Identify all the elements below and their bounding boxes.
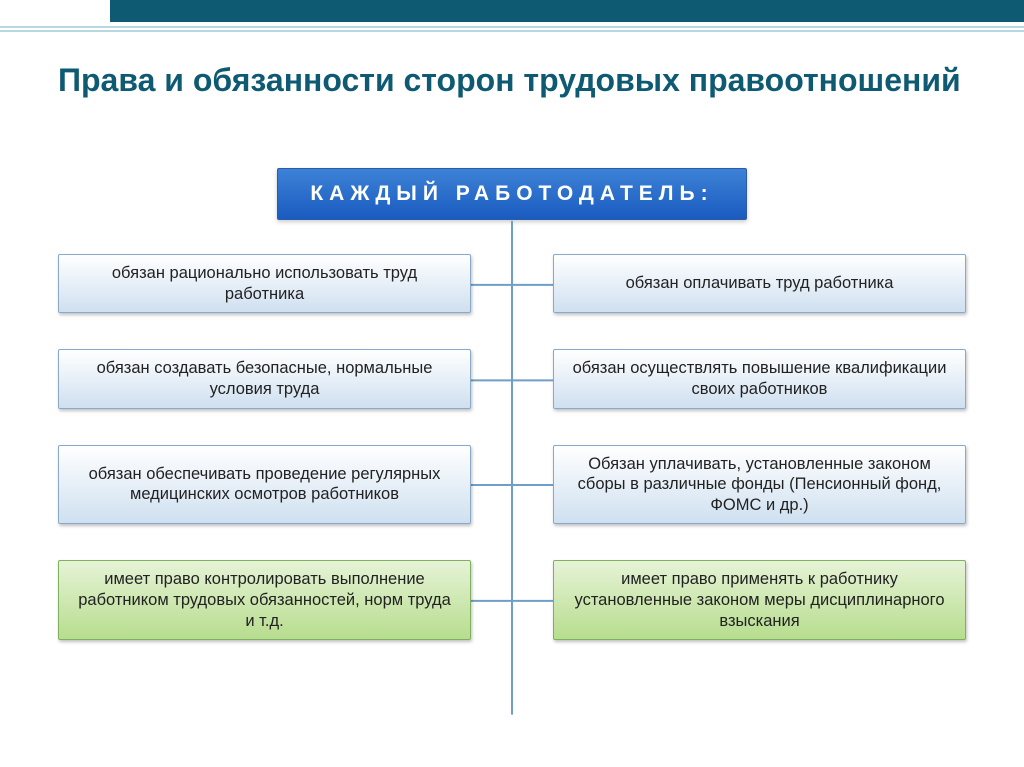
slide-title: Права и обязанности сторон трудовых прав… [58, 62, 966, 99]
diagram-header: КАЖДЫЙ РАБОТОДАТЕЛЬ: [277, 168, 747, 220]
stripe-fill [110, 0, 1024, 22]
employer-diagram: КАЖДЫЙ РАБОТОДАТЕЛЬ: обязан рационально … [58, 168, 966, 737]
diagram-row: обязан создавать безопасные, нормальные … [58, 349, 966, 408]
decorative-top-stripe [0, 0, 1024, 22]
right-discipline: имеет право применять к работнику устано… [553, 560, 966, 640]
obligation-rational-use: обязан рационально использовать труд раб… [58, 254, 471, 313]
stripe-gap [0, 0, 110, 22]
obligation-pay-labor: обязан оплачивать труд работника [553, 254, 966, 313]
right-control-work: имеет право контролировать выполнение ра… [58, 560, 471, 640]
obligation-fund-fees: Обязан уплачивать, установленные законом… [553, 445, 966, 525]
diagram-rows: обязан рационально использовать труд раб… [58, 254, 966, 640]
obligation-medical-checks: обязан обеспечивать проведение регулярны… [58, 445, 471, 525]
decorative-double-line [0, 26, 1024, 32]
obligation-qualification: обязан осуществлять повышение квалификац… [553, 349, 966, 408]
diagram-row: обязан рационально использовать труд раб… [58, 254, 966, 313]
diagram-row: обязан обеспечивать проведение регулярны… [58, 445, 966, 525]
obligation-safe-conditions: обязан создавать безопасные, нормальные … [58, 349, 471, 408]
diagram-row: имеет право контролировать выполнение ра… [58, 560, 966, 640]
